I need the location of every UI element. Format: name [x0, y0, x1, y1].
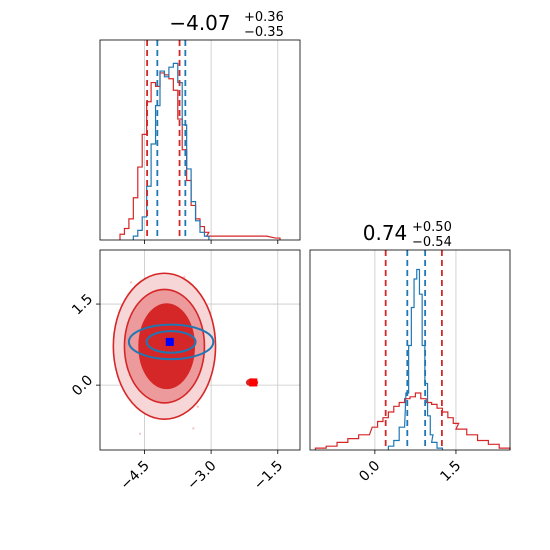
marker-outlier [249, 378, 258, 387]
axes-frame-param2 [309, 249, 511, 451]
scatter-point-9 [192, 427, 195, 430]
histogram-series-red [314, 392, 511, 450]
tick-label-param2-0: 0.0 [356, 458, 383, 485]
quantile-lines-param2 [384, 250, 443, 450]
contours-joint [112, 272, 259, 435]
markers-joint [165, 337, 258, 387]
ticks-param2: 0.0 1.5 [356, 450, 464, 485]
tick-label-joint-x-0: −4.5 [118, 458, 153, 493]
histogram-series-blue [387, 268, 444, 450]
tick-label-param2-1: 1.5 [437, 458, 464, 485]
axes-frame-param1 [99, 39, 301, 241]
title-param2-value: 0.74 [363, 221, 408, 245]
title-param2-minus: −0.54 [412, 235, 452, 250]
panel-marginal-param1: −4.07 +0.36 −0.35 [99, 10, 301, 244]
quantile-lines-param1 [146, 40, 187, 240]
title-param1-value: −4.07 [169, 11, 230, 35]
blue-contour-0 [127, 323, 215, 361]
scatter-point-6 [138, 432, 142, 435]
blue-contour-1 [145, 330, 197, 354]
histogram-param1 [119, 62, 281, 240]
grid-param2 [374, 250, 457, 450]
axes-frame-joint [99, 249, 301, 451]
panel-joint: −4.5 −3.0 −1.5 0.0 1.5 [69, 249, 301, 493]
histogram-series-blue [132, 62, 210, 240]
title-param2-plus: +0.50 [412, 220, 452, 235]
title-param1-minus: −0.35 [244, 25, 284, 40]
marker-best-fit [165, 337, 174, 346]
scatter-point-4 [196, 405, 199, 408]
histogram-series-red [119, 72, 281, 240]
tick-label-joint-y-1: 1.5 [69, 291, 96, 318]
ticks-param1 [144, 240, 279, 244]
title-param2: 0.74 [363, 221, 408, 245]
histogram-param2 [314, 268, 511, 450]
grid-param1 [144, 40, 279, 240]
panel-marginal-param2: 0.74 +0.50 −0.54 0.0 1.5 [309, 220, 511, 485]
tick-label-joint-x-1: −3.0 [184, 458, 219, 493]
title-param1: −4.07 [169, 11, 230, 35]
tick-label-joint-x-2: −1.5 [251, 458, 286, 493]
tick-label-joint-y-0: 0.0 [69, 372, 96, 399]
scatter-point-0 [129, 281, 133, 284]
title-param1-plus: +0.36 [244, 10, 284, 25]
